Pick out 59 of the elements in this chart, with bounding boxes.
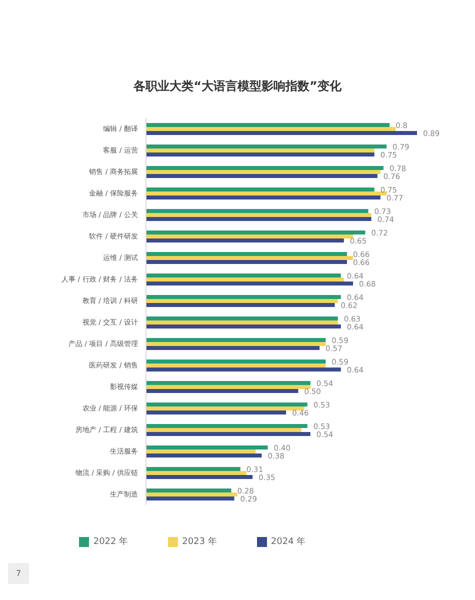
bar [146,368,341,372]
bar [146,410,286,414]
bar [146,428,302,432]
bar [146,217,372,221]
bar [146,238,344,242]
bar [146,338,326,342]
bar [146,123,390,127]
bar [146,424,308,428]
bar [146,360,326,364]
bar [146,131,417,135]
bar [146,446,268,450]
bar [146,234,354,238]
bar [146,166,384,170]
text: 7 [8,563,30,584]
bar [146,492,238,496]
bar [146,467,240,471]
bar [146,316,338,320]
bar [146,278,344,282]
bar [146,196,380,200]
bar [146,303,335,307]
bar [146,148,374,152]
bar [146,402,308,406]
bar [146,342,326,346]
bar [146,230,366,234]
bar [146,364,326,368]
bar [146,152,374,156]
bar [146,320,338,324]
bar [146,381,310,385]
bar [146,295,341,299]
bar [146,471,246,475]
bar [146,127,396,131]
bar [146,260,347,264]
bar [146,252,347,256]
bar [146,188,374,192]
bar [146,192,387,196]
bar [146,346,320,350]
bar [146,488,232,492]
bar [146,406,304,410]
chart-title: 各职业大类“大语言模型影响指数”变化 [132,78,342,95]
bar [146,213,372,217]
bar [146,432,310,436]
bar [146,475,253,479]
legend-label: 2024 年 [270,537,306,547]
bar [146,450,256,454]
bar [146,496,234,500]
bar [146,209,368,213]
bar [146,324,341,328]
legend-label: 2023 年 [182,537,217,547]
bar [146,454,262,458]
bar [146,385,310,389]
bar [146,389,298,393]
bar [146,144,387,148]
bar [146,274,341,278]
bar [146,256,354,260]
bar [146,174,378,178]
bar [146,299,338,303]
bar [146,282,354,286]
legend-label: 2022 年 [93,537,128,547]
bar [146,170,380,174]
